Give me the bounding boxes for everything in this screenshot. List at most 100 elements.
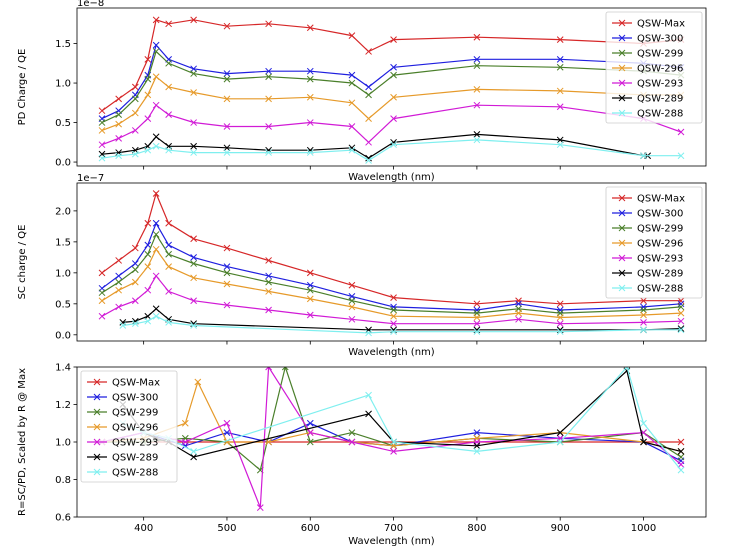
y-tick-label: 1.2 — [55, 400, 71, 411]
series-group — [98, 16, 685, 164]
series-marker — [223, 70, 231, 77]
series-marker — [677, 453, 685, 461]
series-marker — [181, 419, 189, 427]
legend: QSW-Max QSW-300 QSW-299 QSW-296 QSW-293 QSW-2… — [80, 370, 178, 483]
series-marker — [223, 301, 231, 309]
series-marker — [190, 322, 197, 329]
series-marker — [390, 438, 397, 446]
series-marker — [265, 149, 272, 156]
series-marker — [556, 36, 564, 43]
x-tick-label: 600 — [301, 523, 320, 534]
series-marker — [152, 101, 160, 109]
chart-panel-1: 0.0 0.5 1.0 1.5 Wavelength (nm) PD Charge / Q… — [17, 0, 707, 183]
series-marker — [98, 154, 106, 162]
series-marker — [144, 91, 152, 99]
axis-offset-label: 1e−7 — [77, 173, 104, 184]
series-marker — [144, 312, 152, 320]
series-marker — [306, 295, 314, 303]
series-marker — [265, 438, 272, 446]
series-marker — [473, 448, 481, 455]
series-marker — [473, 101, 481, 109]
series-marker — [677, 152, 685, 160]
series-marker — [131, 109, 139, 117]
series-marker — [190, 235, 197, 243]
series-marker — [165, 59, 172, 67]
axes-frame — [76, 7, 707, 167]
series-marker — [190, 448, 197, 455]
series-marker — [390, 63, 397, 71]
series-marker — [556, 328, 564, 336]
series-marker — [115, 134, 123, 142]
series-marker — [390, 115, 397, 122]
series-marker — [144, 286, 152, 294]
series-marker — [365, 391, 372, 399]
series-marker — [152, 41, 160, 49]
series-marker — [223, 144, 231, 152]
series-marker — [640, 303, 647, 311]
series-marker — [190, 70, 197, 77]
series-marker — [144, 75, 152, 83]
legend-marker — [93, 468, 101, 476]
series-marker — [98, 297, 106, 305]
legend-entry-label: QSW-296 — [637, 64, 683, 75]
series-marker — [677, 466, 685, 474]
legend-box — [605, 11, 703, 124]
legend-entry-label: QSW-Max — [112, 378, 160, 389]
series-marker — [131, 260, 139, 267]
series-marker — [98, 312, 106, 320]
series-marker — [348, 146, 356, 154]
series-marker — [390, 93, 397, 101]
x-axis-label: Wavelength (nm) — [348, 347, 434, 358]
x-axis-label: Wavelength (nm) — [348, 172, 434, 183]
series-marker — [677, 128, 685, 136]
legend-entry-label: QSW-300 — [637, 34, 683, 45]
series-marker — [152, 48, 160, 55]
legend-entry-label: QSW-Max — [637, 19, 685, 30]
legend-marker — [618, 209, 626, 217]
series-marker — [365, 410, 372, 418]
series-marker — [390, 303, 397, 311]
series-marker — [556, 429, 564, 436]
series-marker — [306, 75, 314, 83]
series-marker — [223, 244, 231, 252]
series-marker — [556, 306, 564, 314]
series-marker — [144, 241, 152, 249]
series-marker — [115, 95, 123, 103]
series-marker — [144, 146, 152, 154]
legend-entry-label: QSW-289 — [112, 453, 158, 464]
series-marker — [144, 250, 152, 258]
series-marker — [115, 303, 123, 311]
series-marker — [223, 95, 231, 103]
series-marker — [119, 319, 127, 326]
legend-marker — [618, 224, 626, 232]
series-marker — [556, 55, 564, 63]
legend-entry-label: QSW-300 — [112, 393, 158, 404]
series-marker — [190, 274, 197, 282]
series-marker — [390, 306, 397, 314]
series-marker — [306, 438, 314, 446]
series-marker — [365, 48, 372, 55]
legend-marker — [618, 239, 626, 247]
series-marker — [677, 448, 685, 455]
series-marker — [640, 319, 647, 326]
legend-marker — [618, 79, 626, 87]
series-marker — [640, 297, 647, 305]
series-marker — [306, 24, 314, 32]
series-marker — [306, 419, 314, 427]
series-marker — [144, 317, 152, 325]
y-axis-label: R=SC/PD, Scaled by R @ Max — [17, 368, 28, 516]
series-marker — [365, 83, 372, 91]
series-marker — [194, 378, 202, 386]
series-marker — [98, 107, 106, 115]
series-marker — [131, 244, 139, 252]
series-marker — [115, 286, 123, 294]
series-marker — [190, 65, 197, 73]
series-marker — [152, 231, 160, 238]
series-marker — [348, 71, 356, 79]
series-marker — [131, 320, 139, 328]
x-tick-label: 800 — [467, 523, 486, 534]
series-marker — [556, 141, 564, 149]
series-marker — [152, 142, 160, 150]
series-marker — [165, 319, 172, 326]
legend-marker — [618, 34, 626, 42]
